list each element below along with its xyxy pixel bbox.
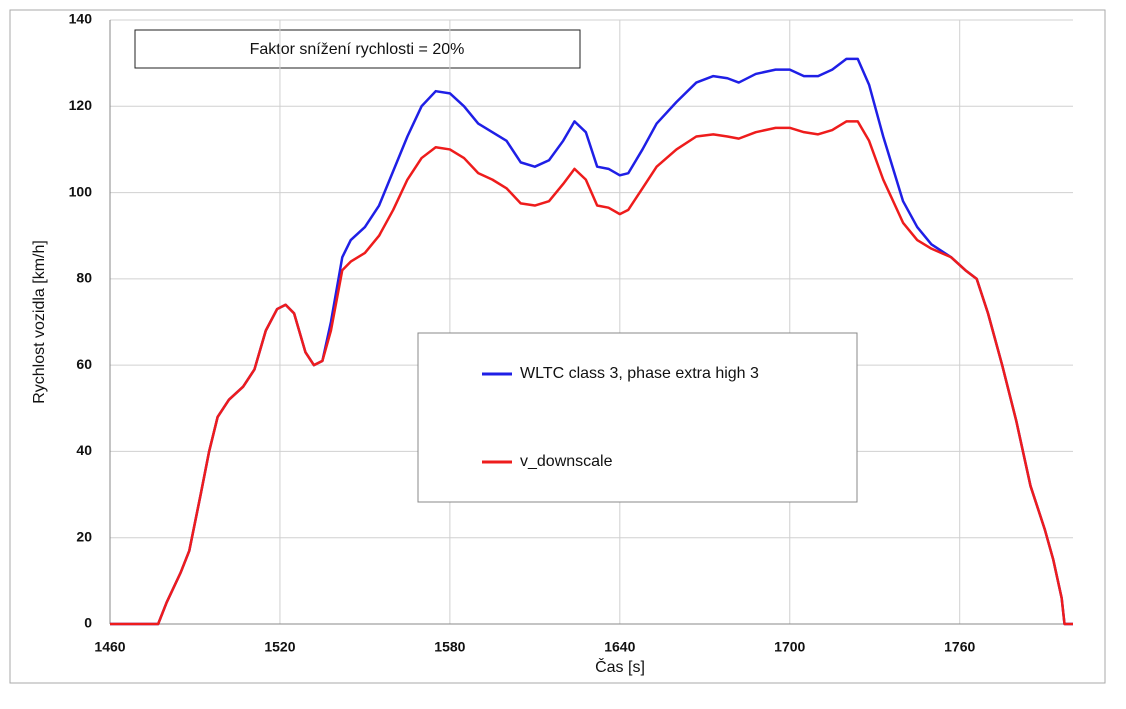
y-tick-label: 140 — [69, 11, 93, 27]
x-tick-label: 1580 — [434, 639, 465, 655]
y-tick-label: 60 — [76, 356, 92, 372]
x-tick-label: 1460 — [94, 639, 125, 655]
y-axis-label: Rychlost vozidla [km/h] — [31, 240, 48, 404]
frame — [9, 9, 1106, 684]
annotation-box — [134, 29, 581, 69]
annotation: Faktor snížení rychlosti = 20% — [250, 41, 465, 58]
legend-box — [417, 332, 858, 503]
y-tick-label: 20 — [76, 528, 92, 544]
x-tick-label: 1640 — [604, 639, 635, 655]
x-tick-label: 1520 — [264, 639, 295, 655]
legend-label: WLTC class 3, phase extra high 3 — [520, 365, 759, 382]
x-axis-label: Čas [s] — [595, 657, 645, 676]
series-line — [110, 120, 1073, 626]
x-tick-label: 1700 — [774, 639, 805, 655]
y-tick-label: 100 — [69, 183, 93, 199]
y-tick-label: 120 — [69, 97, 93, 113]
y-tick-label: 80 — [76, 270, 92, 286]
legend-label: v_downscale — [520, 453, 613, 470]
y-tick-label: 40 — [76, 442, 92, 458]
y-tick-label: 0 — [84, 615, 92, 631]
x-tick-label: 1760 — [944, 639, 975, 655]
